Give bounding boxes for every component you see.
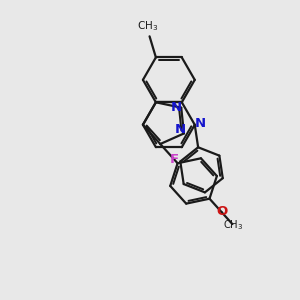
Text: CH$_3$: CH$_3$ — [223, 218, 244, 232]
Text: CH$_3$: CH$_3$ — [136, 19, 158, 33]
Text: O: O — [216, 205, 227, 218]
Text: N: N — [170, 100, 182, 114]
Text: N: N — [175, 123, 186, 136]
Text: F: F — [170, 153, 179, 166]
Text: N: N — [194, 117, 206, 130]
